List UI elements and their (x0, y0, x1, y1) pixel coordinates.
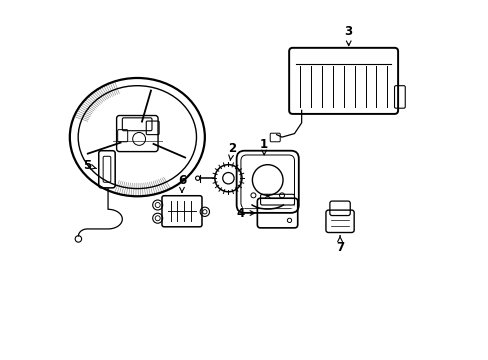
Text: 6: 6 (178, 174, 186, 192)
Text: 1: 1 (260, 138, 267, 155)
Text: 4: 4 (236, 207, 254, 220)
Bar (242, 199, 292, 207)
Text: 2: 2 (227, 142, 236, 161)
Text: 7: 7 (335, 236, 344, 255)
Text: 5: 5 (82, 159, 96, 172)
Text: 3: 3 (344, 25, 352, 46)
